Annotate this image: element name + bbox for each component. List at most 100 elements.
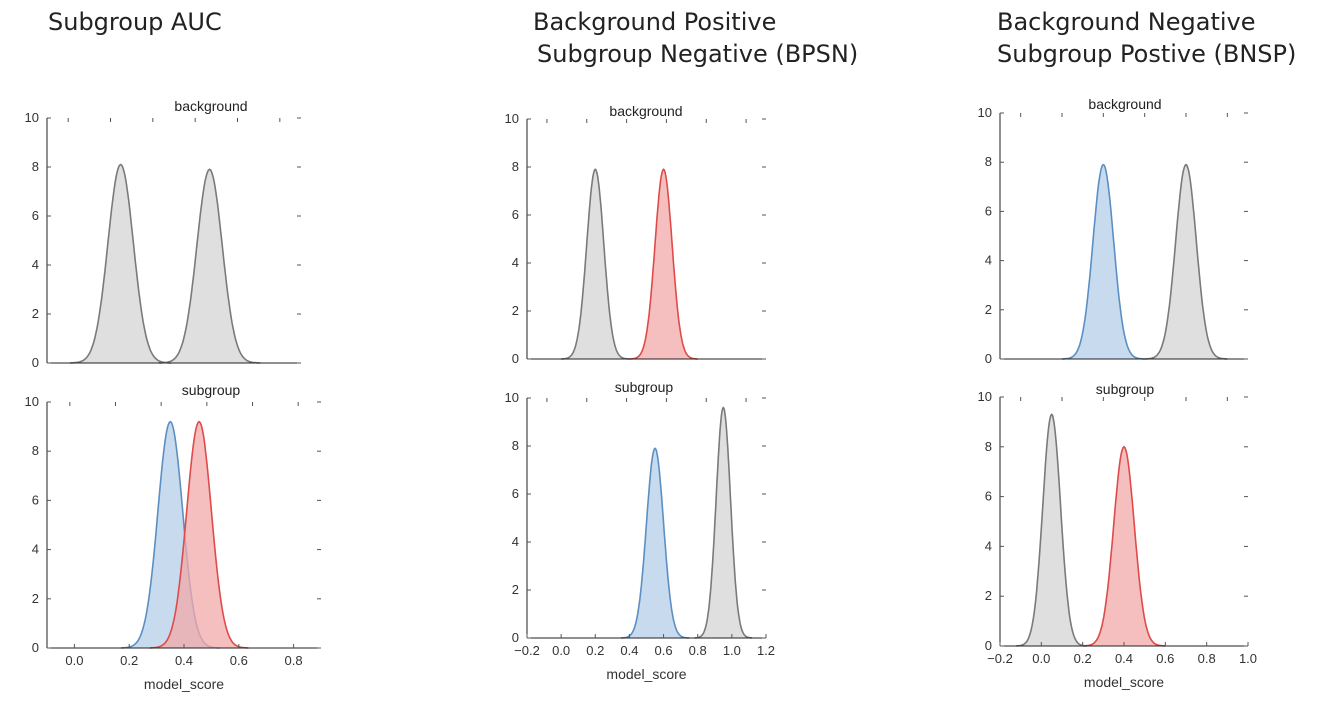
density-line-negative: [1016, 413, 1088, 647]
y-tick-label: 8: [512, 159, 519, 174]
x-tick-label: 0.6: [230, 653, 248, 668]
x-tick-label: 0.2: [120, 653, 138, 668]
y-tick-label: 4: [985, 538, 992, 553]
y-tick-label: 6: [32, 208, 39, 223]
x-axis-label: model_score: [606, 666, 686, 682]
chart-6: 0 2 4 6 8 10 −0.2 0.0 0.2 0.4 0.6 0.8 1.0 subgroup mod…: [978, 381, 1258, 690]
density-line-positive: [158, 168, 261, 364]
x-tick-label: −0.2: [514, 643, 540, 658]
density-line-negative: [1062, 163, 1145, 360]
y-tick-label: 8: [512, 438, 519, 453]
x-tick-label: 0.2: [1074, 651, 1092, 666]
panel-title: background: [174, 98, 247, 114]
density-area-negative: [1016, 414, 1088, 646]
y-tick-label: 4: [32, 542, 39, 557]
y-tick-label: 6: [985, 203, 992, 218]
panel-title: background: [609, 103, 682, 119]
density-area-positive: [149, 421, 249, 648]
y-tick-label: 0: [985, 638, 992, 653]
chart-2: 0 2 4 6 8 10 0.0 0.2 0.4 0.6 0.8 subgroup model_scor…: [25, 382, 321, 692]
y-tick-label: 6: [32, 492, 39, 507]
y-tick-label: 2: [512, 303, 519, 318]
panel-title: subgroup: [1096, 381, 1155, 397]
panel-title: subgroup: [615, 379, 674, 395]
y-tick-label: 8: [985, 439, 992, 454]
y-tick-label: 10: [978, 105, 992, 120]
x-tick-label: 1.0: [1239, 651, 1257, 666]
density-area-negative: [69, 164, 172, 363]
y-tick-label: 2: [32, 591, 39, 606]
x-tick-label: 0.8: [285, 653, 303, 668]
y-tick-label: 4: [512, 534, 519, 549]
x-tick-label: 0.4: [1115, 651, 1133, 666]
x-tick-label: 0.0: [1032, 651, 1050, 666]
density-area-positive: [629, 169, 698, 359]
y-tick-label: 4: [512, 255, 519, 270]
panel-title: background: [1088, 96, 1161, 112]
y-tick-label: 0: [512, 351, 519, 366]
y-tick-label: 8: [32, 443, 39, 458]
density-line-positive: [149, 420, 249, 649]
y-tick-label: 4: [985, 253, 992, 268]
density-line-negative: [620, 447, 690, 639]
density-line-positive: [1082, 445, 1166, 647]
y-tick-label: 10: [25, 394, 39, 409]
y-tick-label: 6: [512, 486, 519, 501]
density-area-positive: [1082, 446, 1166, 646]
y-tick-label: 2: [32, 306, 39, 321]
section-title-bpsn-line2: Subgroup Negative (BPSN): [537, 40, 859, 68]
y-tick-label: 10: [978, 389, 992, 404]
x-tick-label: 1.0: [723, 643, 741, 658]
y-tick-label: 0: [32, 640, 39, 655]
density-area-positive: [1144, 164, 1228, 359]
density-line-negative: [69, 163, 172, 364]
y-tick-label: 2: [985, 588, 992, 603]
x-tick-label: 0.0: [552, 643, 570, 658]
y-tick-label: 10: [505, 111, 519, 126]
chart-3: 0 2 4 6 8 10 background: [505, 103, 766, 366]
density-line-positive: [694, 406, 752, 639]
density-line-positive: [629, 168, 698, 360]
chart-5: 0 2 4 6 8 10 background: [978, 96, 1248, 366]
x-tick-label: 0.6: [655, 643, 673, 658]
y-tick-label: 10: [505, 390, 519, 405]
x-tick-label: 0.4: [175, 653, 193, 668]
x-tick-label: 0.8: [689, 643, 707, 658]
x-tick-label: 1.2: [757, 643, 775, 658]
chart-4: 0 2 4 6 8 10 −0.2 0.0 0.2 0.4 0.6 0.8 1.0 1.2 subgroup…: [505, 379, 776, 682]
section-title-bnsp-line2: Subgroup Postive (BNSP): [997, 40, 1297, 68]
section-title-bpsn-line1: Background Positive: [533, 8, 777, 36]
density-area-negative: [1062, 164, 1145, 359]
x-axis-label: model_score: [1084, 674, 1164, 690]
panel-title: subgroup: [182, 382, 241, 398]
y-tick-label: 8: [985, 154, 992, 169]
y-tick-label: 6: [512, 207, 519, 222]
density-area-positive: [694, 407, 752, 638]
x-tick-label: 0.6: [1156, 651, 1174, 666]
y-tick-label: 0: [512, 630, 519, 645]
y-tick-label: 8: [32, 159, 39, 174]
density-area-negative: [620, 448, 690, 638]
y-tick-label: 4: [32, 257, 39, 272]
x-tick-label: 0.0: [65, 653, 83, 668]
section-title-subgroup-auc: Subgroup AUC: [48, 8, 222, 36]
y-tick-label: 6: [985, 489, 992, 504]
x-tick-label: 0.8: [1198, 651, 1216, 666]
density-line-positive: [1144, 163, 1228, 360]
x-axis-label: model_score: [144, 676, 224, 692]
x-tick-label: −0.2: [987, 651, 1013, 666]
density-area-negative: [561, 169, 630, 359]
density-area-positive: [158, 169, 261, 363]
x-tick-label: 0.4: [620, 643, 638, 658]
y-tick-label: 10: [25, 110, 39, 125]
y-tick-label: 2: [512, 582, 519, 597]
section-title-bnsp-line1: Background Negative: [997, 8, 1256, 36]
density-area-negative: [121, 421, 220, 648]
chart-1: 0 2 4 6 8 10 background: [25, 98, 301, 370]
y-tick-label: 0: [32, 355, 39, 370]
y-tick-label: 2: [985, 302, 992, 317]
y-tick-label: 0: [985, 351, 992, 366]
density-line-negative: [561, 168, 630, 360]
x-tick-label: 0.2: [586, 643, 604, 658]
